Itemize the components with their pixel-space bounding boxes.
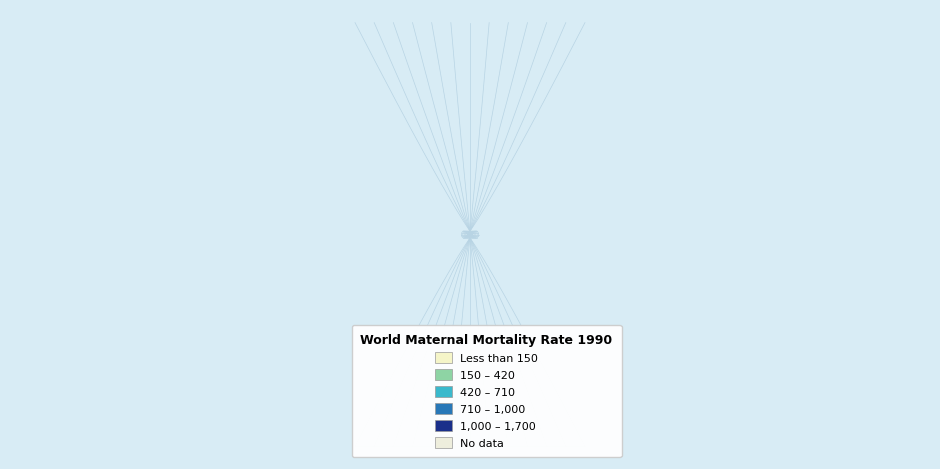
Legend: Less than 150, 150 – 420, 420 – 710, 710 – 1,000, 1,000 – 1,700, No data: Less than 150, 150 – 420, 420 – 710, 710…: [352, 325, 621, 457]
